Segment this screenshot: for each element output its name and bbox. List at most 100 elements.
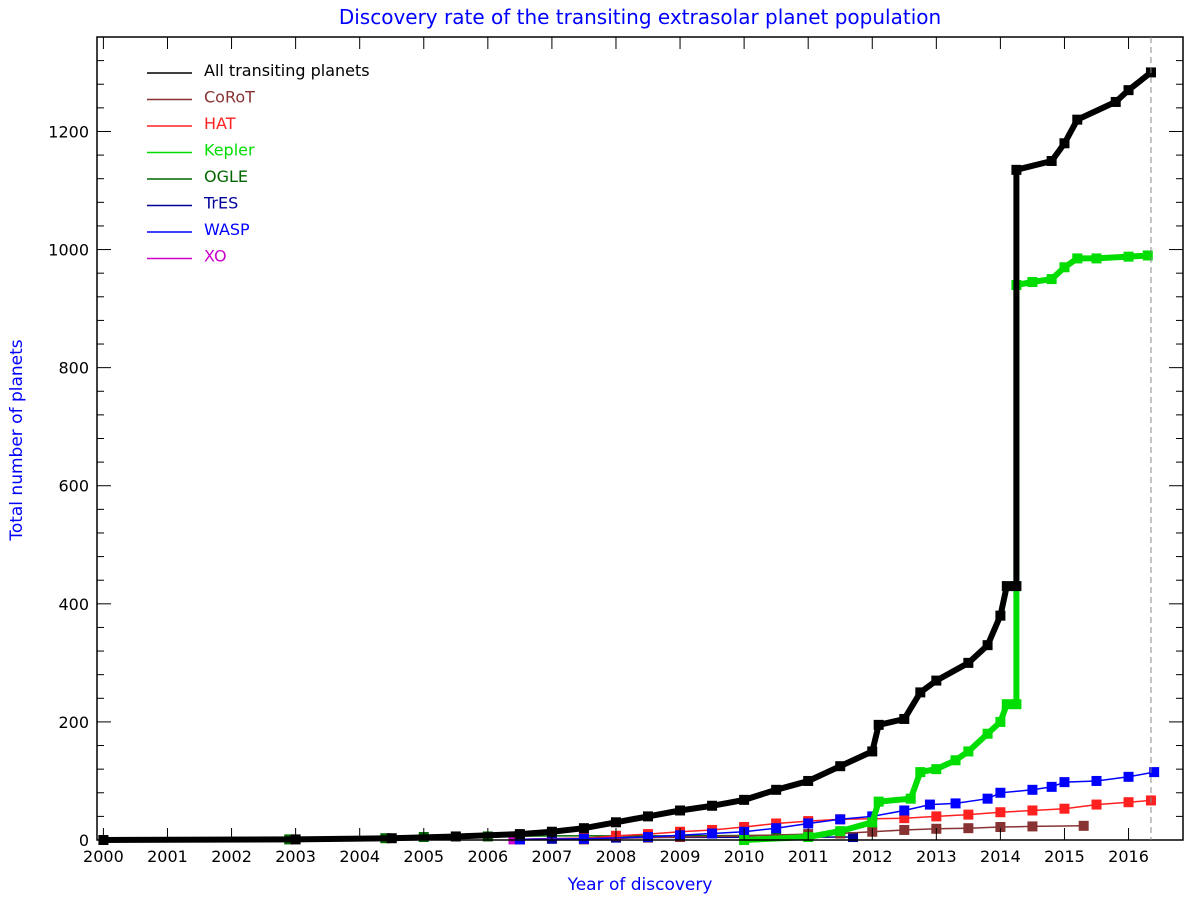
data-point (899, 813, 910, 824)
x-tick-label: 2004 (339, 847, 380, 866)
data-point (867, 746, 878, 757)
data-point (643, 811, 654, 822)
data-point (803, 818, 814, 829)
data-point (950, 755, 961, 766)
y-axis-label: Total number of planets (7, 339, 27, 541)
data-point (1149, 767, 1160, 778)
data-point (905, 793, 916, 804)
data-point (771, 784, 782, 795)
data-point (848, 832, 859, 843)
plot-frame (96, 36, 1184, 841)
y-tick-label: 1000 (48, 241, 89, 260)
data-point (867, 817, 878, 828)
data-point (835, 826, 846, 837)
data-point (578, 833, 589, 844)
data-point (982, 640, 993, 651)
data-point (899, 805, 910, 816)
x-tick-label: 2008 (596, 847, 637, 866)
data-point (924, 799, 935, 810)
y-tick-label: 600 (58, 477, 89, 496)
x-tick-label: 2001 (147, 847, 188, 866)
data-point (1046, 274, 1057, 285)
x-tick-label: 2014 (980, 847, 1021, 866)
chart-title: Discovery rate of the transiting extraso… (339, 5, 941, 29)
legend-label: OGLE (204, 167, 248, 186)
legend-label: Kepler (204, 141, 255, 160)
data-point (1046, 781, 1057, 792)
data-point (1123, 85, 1134, 96)
data-point (386, 833, 397, 844)
data-point (931, 764, 942, 775)
data-point (982, 793, 993, 804)
series-layer (98, 67, 1160, 845)
data-point (963, 746, 974, 757)
data-point (707, 800, 718, 811)
data-point (835, 761, 846, 772)
legend-label: TrES (203, 194, 238, 213)
data-point (1011, 581, 1022, 592)
y-tick-label: 800 (58, 359, 89, 378)
legend-label: CoRoT (204, 88, 255, 107)
x-tick-label: 2000 (83, 847, 124, 866)
data-point (1078, 820, 1089, 831)
x-tick-label: 2016 (1108, 847, 1149, 866)
x-axis-label: Year of discovery (567, 875, 713, 895)
data-point (1027, 784, 1038, 795)
data-point (514, 829, 525, 840)
data-point (1027, 277, 1038, 288)
y-tick-label: 0 (79, 831, 89, 850)
data-point (739, 794, 750, 805)
data-point (982, 728, 993, 739)
data-point (1059, 138, 1070, 149)
data-point (873, 719, 884, 730)
x-tick-label: 2009 (660, 847, 701, 866)
series-all-transiting-planets (98, 67, 1156, 845)
x-tick-label: 2003 (275, 847, 316, 866)
data-point (899, 824, 910, 835)
x-tick-label: 2005 (403, 847, 444, 866)
data-point (963, 809, 974, 820)
data-point (915, 687, 926, 698)
data-point (873, 796, 884, 807)
data-point (1059, 262, 1070, 273)
data-point (1001, 581, 1012, 592)
data-point (995, 716, 1006, 727)
data-point (1091, 799, 1102, 810)
data-point (915, 767, 926, 778)
legend-label: XO (204, 247, 227, 266)
y-tick-label: 1200 (48, 122, 89, 141)
data-point (1027, 821, 1038, 832)
series-kepler (739, 250, 1153, 845)
x-tick-label: 2012 (852, 847, 893, 866)
data-point (1011, 164, 1022, 175)
legend-label: WASP (204, 220, 250, 239)
data-point (1123, 771, 1134, 782)
data-point (931, 675, 942, 686)
data-point (899, 713, 910, 724)
data-point (1123, 797, 1134, 808)
data-point (675, 805, 686, 816)
data-point (450, 831, 461, 842)
legend: All transiting planets CoRoT HAT Kepler OGLE… (147, 61, 370, 266)
x-tick-label: 2002 (211, 847, 252, 866)
data-point (963, 823, 974, 834)
x-tick-label: 2011 (788, 847, 829, 866)
data-point (995, 822, 1006, 833)
data-point (1072, 114, 1083, 125)
data-point (1046, 155, 1057, 166)
data-point (610, 817, 621, 828)
data-point (931, 811, 942, 822)
legend-label: All transiting planets (204, 61, 370, 80)
data-point (995, 610, 1006, 621)
data-point (1001, 699, 1012, 710)
data-point (950, 798, 961, 809)
data-point (995, 807, 1006, 818)
data-point (963, 657, 974, 668)
data-point (1091, 775, 1102, 786)
x-tick-label: 2010 (724, 847, 765, 866)
data-point (643, 832, 654, 843)
x-tick-label: 2015 (1044, 847, 1085, 866)
data-point (1091, 253, 1102, 264)
legend-label: HAT (204, 114, 236, 133)
